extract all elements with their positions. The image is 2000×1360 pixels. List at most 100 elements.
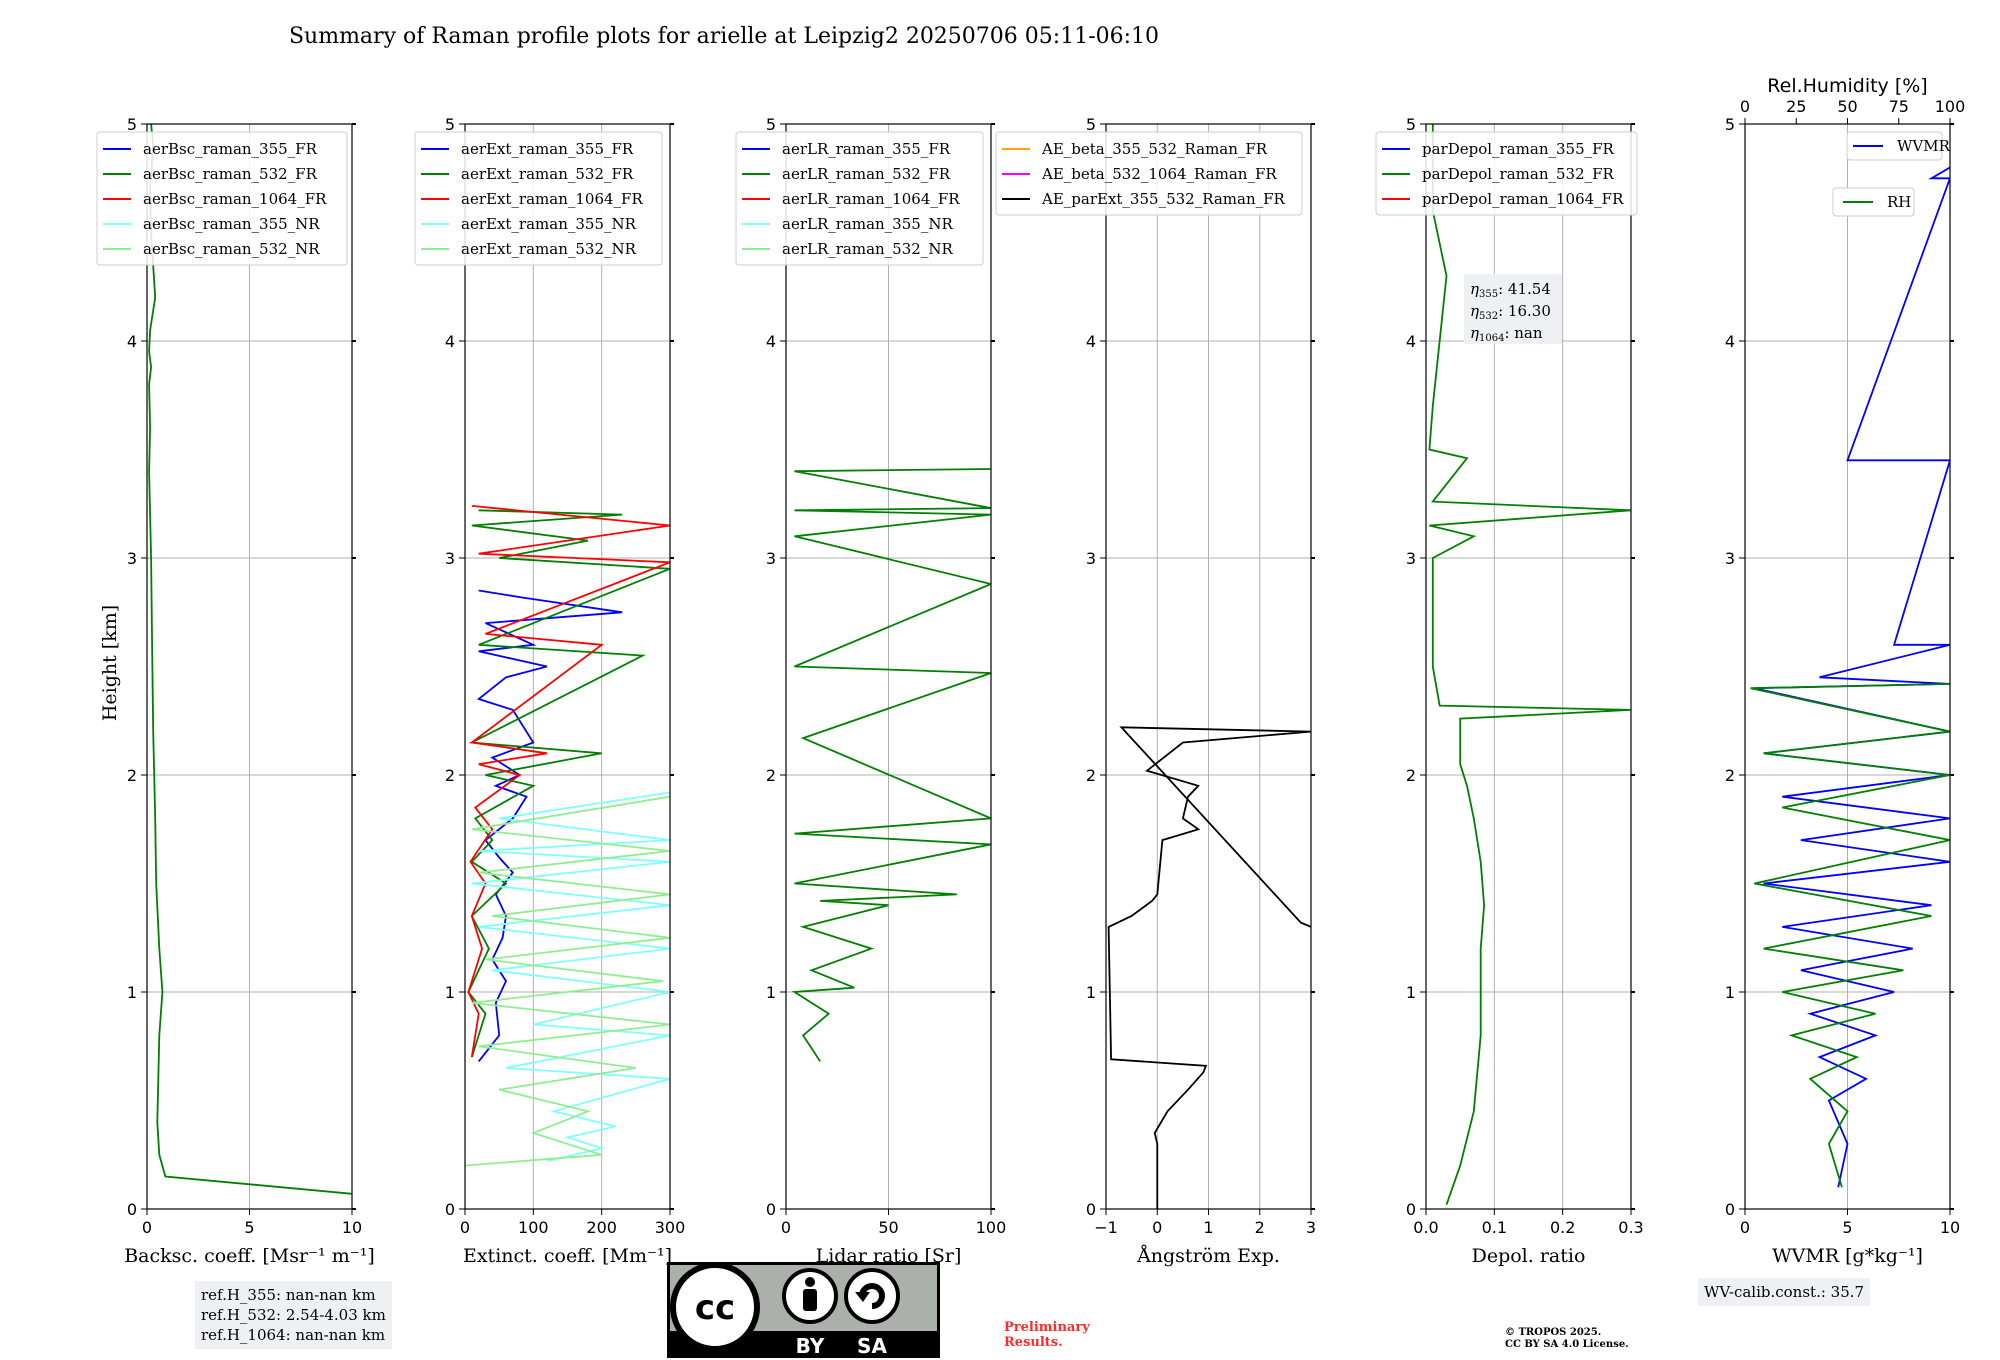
- x-tick-label: 0: [142, 1218, 152, 1237]
- axes-frame: [146, 123, 353, 1210]
- x-axis-label: Ångström Exp.: [1136, 1245, 1280, 1267]
- y-tick-label: 0: [445, 1200, 455, 1219]
- x-axis-label: Backsc. coeff. [Msr⁻¹ m⁻¹]: [124, 1245, 375, 1267]
- y-tick-label: 3: [445, 549, 455, 568]
- legend-entry: parDepol_raman_532_FR: [1422, 165, 1615, 183]
- profile-panel-3: 0 50 100 0 1 2 3 4 5 Lidar ratio [Sr] aerLR_raman_…: [735, 115, 1006, 1267]
- y-tick-label: 2: [127, 766, 137, 785]
- y-axis-label: Height [km]: [99, 605, 121, 721]
- x-tick-label: 3: [1306, 1218, 1316, 1237]
- x-tick-label: 300: [655, 1218, 686, 1237]
- x-tick-label: 10: [1940, 1218, 1960, 1237]
- series-AE_parExt_355_532_Raman_FR: [1107, 726, 1311, 1209]
- x-tick-label: 10: [342, 1218, 362, 1237]
- eta-value-1064: η1064: nan: [1470, 324, 1543, 344]
- ref-height-355: ref.H_355: nan-nan km: [201, 1286, 376, 1304]
- x-axis-label: Lidar ratio [Sr]: [816, 1245, 962, 1267]
- y-tick-label: 0: [1406, 1200, 1416, 1219]
- y-tick-label: 3: [1086, 549, 1096, 568]
- preliminary-results-note: Preliminary Results.: [1004, 1320, 1090, 1350]
- legend-entry: aerLR_raman_1064_FR: [782, 190, 960, 208]
- legend: WVMR RH: [1832, 131, 1951, 217]
- wv-calibration-box: WV-calib.const.: 35.7: [1698, 1278, 1871, 1306]
- y-tick-label: 1: [445, 983, 455, 1002]
- x2-tick-label: 75: [1889, 97, 1909, 116]
- y-tick-label: 4: [1086, 332, 1096, 351]
- x-tick-label: 0: [1740, 1218, 1750, 1237]
- copyright-note: © TROPOS 2025. CC BY SA 4.0 License.: [1505, 1327, 1629, 1351]
- legend-entry: AE_parExt_355_532_Raman_FR: [1041, 190, 1286, 208]
- x-axis-label: Extinct. coeff. [Mm⁻¹]: [463, 1245, 672, 1267]
- attribution-icon-body: [803, 1289, 817, 1311]
- wv-calibration-constant: WV-calib.const.: 35.7: [1704, 1283, 1865, 1301]
- y-tick-label: 5: [1086, 115, 1096, 134]
- legend-entry: aerLR_raman_355_NR: [782, 215, 953, 233]
- series-RH: [1750, 683, 1950, 1188]
- reference-height-box: ref.H_355: nan-nan km ref.H_532: 2.54-4.…: [195, 1281, 392, 1349]
- y-tick-label: 4: [127, 332, 137, 351]
- series-aerExt_raman_1064_FR: [467, 505, 670, 1058]
- legend-entry: aerLR_raman_355_FR: [782, 140, 951, 158]
- y-tick-label: 0: [1086, 1200, 1096, 1219]
- x2-axis-label: Rel.Humidity [%]: [1767, 75, 1927, 97]
- eta-value-355: η355: 41.54: [1470, 280, 1551, 300]
- y-tick-label: 3: [127, 549, 137, 568]
- share-alike-icon-arrow: [855, 1292, 870, 1302]
- series-aerLR_raman_532_FR: [791, 468, 991, 1062]
- legend-entry: aerBsc_raman_355_NR: [143, 215, 320, 233]
- legend-box: [414, 131, 663, 266]
- attribution-icon-head: [805, 1277, 815, 1287]
- legend-entry: aerBsc_raman_1064_FR: [143, 190, 327, 208]
- legend-entry: aerBsc_raman_532_NR: [143, 240, 320, 258]
- legend-entry: aerBsc_raman_355_FR: [143, 140, 318, 158]
- legend-entry: aerExt_raman_355_NR: [461, 215, 637, 233]
- y-tick-label: 5: [1406, 115, 1416, 134]
- x-tick-label: 0: [460, 1218, 470, 1237]
- x-tick-label: 5: [244, 1218, 254, 1237]
- x2-tick-label: 0: [1740, 97, 1750, 116]
- share-alike-icon-arc: [859, 1283, 885, 1309]
- legend-entry: AE_beta_532_1064_Raman_FR: [1041, 165, 1277, 183]
- y-tick-label: 0: [1725, 1200, 1735, 1219]
- legend: aerExt_raman_355_FR aerExt_raman_532_FRae…: [414, 131, 663, 266]
- series-WVMR: [1754, 166, 1950, 1188]
- x-tick-label: 100: [518, 1218, 549, 1237]
- cc-by-sa-badge: cc BY SA: [667, 1262, 940, 1358]
- axes-frame: [785, 123, 992, 1210]
- x-tick-label: 200: [586, 1218, 617, 1237]
- x-tick-label: 1: [1203, 1218, 1213, 1237]
- axes-frame: [1425, 123, 1632, 1210]
- legend-entry: WVMR: [1897, 137, 1951, 155]
- series-aerExt_raman_532_NR: [465, 795, 670, 1167]
- profile-panel-5: 0.0 0.1 0.2 0.3 0 1 2 3 4 5 Depol. ratio parDepol_r…: [1375, 115, 1644, 1267]
- x-tick-label: 0.1: [1482, 1218, 1507, 1237]
- legend-entry: aerExt_raman_532_NR: [461, 240, 637, 258]
- eta-annotation-box: [1464, 274, 1562, 344]
- legend-box: [735, 131, 984, 266]
- y-tick-label: 2: [1406, 766, 1416, 785]
- x2-tick-label: 50: [1837, 97, 1857, 116]
- ref-height-1064: ref.H_1064: nan-nan km: [201, 1326, 386, 1344]
- y-tick-label: 5: [127, 115, 137, 134]
- profile-panel-1: 0 5 10 0 1 2 3 4 5 Backsc. coeff. [Msr⁻¹ m⁻¹] aerB…: [96, 115, 375, 1267]
- series-aerExt_raman_532_FR: [467, 509, 670, 1058]
- y-tick-label: 5: [766, 115, 776, 134]
- y-tick-label: 3: [1406, 549, 1416, 568]
- y-tick-label: 3: [766, 549, 776, 568]
- legend-entry: parDepol_raman_355_FR: [1422, 140, 1615, 158]
- axes-frame: [464, 123, 671, 1210]
- series-aerExt_raman_355_NR: [471, 791, 670, 1163]
- y-tick-label: 2: [766, 766, 776, 785]
- profile-panel-2: 0 100 200 300 0 1 2 3 4 5 Extinct. coeff. [Mm⁻¹] ae…: [414, 115, 686, 1267]
- series-aerExt_raman_355_FR: [476, 589, 623, 1062]
- x-tick-label: 0: [781, 1218, 791, 1237]
- ref-height-532: ref.H_532: 2.54-4.03 km: [201, 1306, 386, 1324]
- legend-entry: aerExt_raman_355_FR: [461, 140, 634, 158]
- y-tick-label: 1: [127, 983, 137, 1002]
- y-tick-label: 2: [445, 766, 455, 785]
- axes-frame: [1744, 123, 1951, 1210]
- legend-entry: aerLR_raman_532_FR: [782, 165, 951, 183]
